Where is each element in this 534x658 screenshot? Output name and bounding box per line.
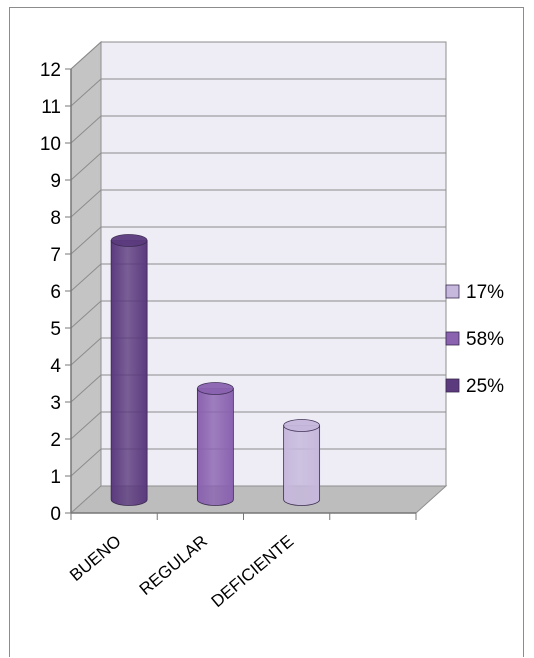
bar [283, 419, 321, 506]
y-tick-label: 1 [50, 467, 61, 488]
y-tick-label: 12 [40, 60, 61, 81]
bar-top [110, 234, 148, 247]
y-tick-label: 0 [50, 504, 61, 525]
bar [196, 382, 234, 506]
legend-label: 25% [466, 376, 504, 397]
bar-series [110, 234, 321, 506]
gridline-side [70, 448, 102, 477]
legend-swatch [445, 378, 460, 393]
y-tick-label: 3 [50, 393, 61, 414]
y-tick-label: 8 [50, 208, 61, 229]
legend-label: 17% [466, 282, 504, 303]
gridline-side [70, 411, 102, 440]
x-tick-label: BUENO [66, 532, 125, 585]
y-tick-label: 2 [50, 430, 61, 451]
legend-swatch [445, 284, 460, 299]
y-tick-label: 7 [50, 245, 61, 266]
y-tick-label: 5 [50, 319, 61, 340]
bar-top [196, 382, 234, 395]
gridline-side [70, 152, 102, 181]
x-tick-label: REGULAR [136, 532, 211, 599]
legend: 17% 58% 25% [445, 282, 504, 397]
legend-label: 58% [466, 329, 504, 350]
bar-top [283, 419, 321, 432]
gridline-side [70, 189, 102, 218]
y-tick-label: 11 [41, 97, 61, 118]
gridline-side [70, 41, 102, 70]
gridline-side [70, 374, 102, 403]
bar-body [196, 388, 234, 506]
gridline-side [70, 115, 102, 144]
x-tick-label: DEFICIENTE [208, 532, 298, 612]
gridline-side [70, 78, 102, 107]
y-tick-label: 4 [50, 356, 61, 377]
gridline-side [70, 300, 102, 329]
gridline-side [70, 263, 102, 292]
bar-body [283, 425, 321, 506]
grid-lines [70, 41, 446, 477]
y-tick-label: 10 [40, 134, 61, 155]
y-tick-label: 6 [50, 282, 61, 303]
bar [110, 234, 148, 506]
legend-swatch [445, 331, 460, 346]
gridline-side [70, 337, 102, 366]
bar-body [110, 240, 148, 506]
gridline-side [70, 226, 102, 255]
y-tick-label: 9 [50, 171, 61, 192]
